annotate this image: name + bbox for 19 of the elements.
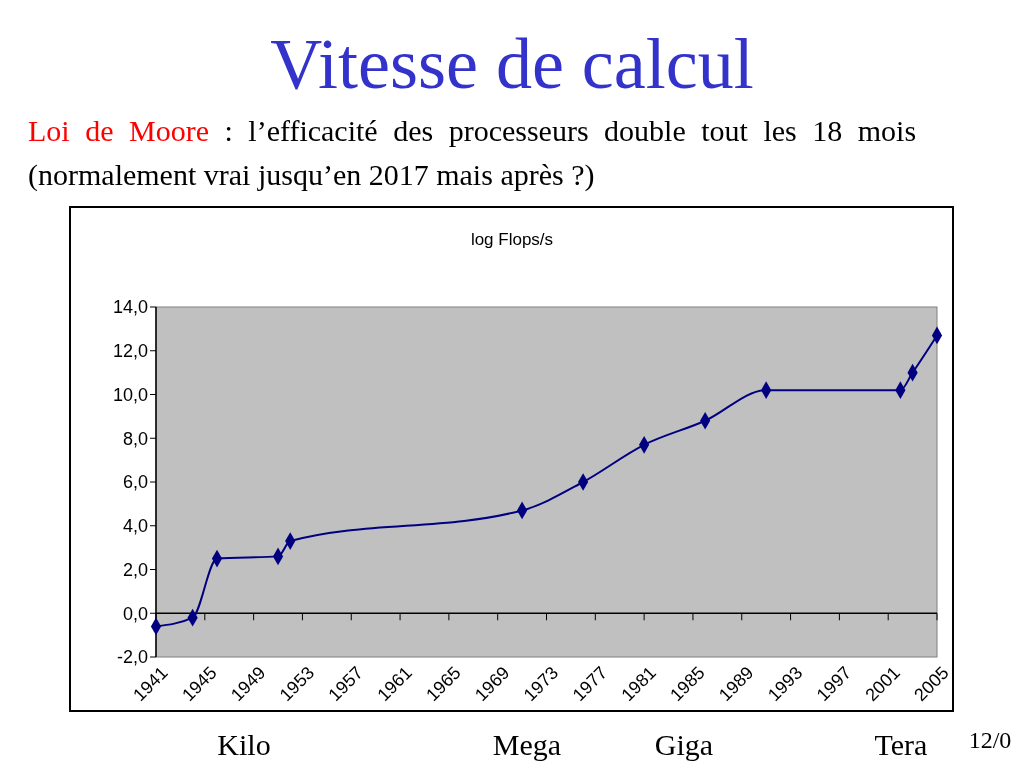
y-tick-label: 4,0 bbox=[122, 516, 148, 537]
chart-subtitle: log Flops/s bbox=[470, 230, 554, 249]
y-tick-label: 10,0 bbox=[112, 384, 148, 405]
y-tick-label: 0,0 bbox=[122, 603, 148, 624]
y-tick-label: -2,0 bbox=[116, 647, 148, 668]
text: 12/0 bbox=[968, 727, 1012, 753]
y-tick-label: 12,0 bbox=[112, 341, 148, 362]
text: Mega bbox=[492, 728, 562, 761]
text: Loi de Moore bbox=[28, 114, 209, 147]
chart-title: Vitesse de calcul bbox=[270, 24, 754, 104]
text: : l’efficacité des processeurs double tout les 18 mois bbox=[208, 114, 917, 147]
y-tick-label: 2,0 bbox=[122, 559, 148, 580]
y-tick-label: 14,0 bbox=[112, 297, 148, 318]
text: (normalement vrai jusqu’en 2017 mais après ?) bbox=[28, 158, 595, 192]
text: Giga bbox=[654, 728, 714, 761]
y-tick-label: 8,0 bbox=[122, 428, 148, 449]
y-tick-label: 6,0 bbox=[122, 472, 148, 493]
text: Kilo bbox=[217, 728, 271, 761]
text: Tera bbox=[874, 728, 928, 761]
